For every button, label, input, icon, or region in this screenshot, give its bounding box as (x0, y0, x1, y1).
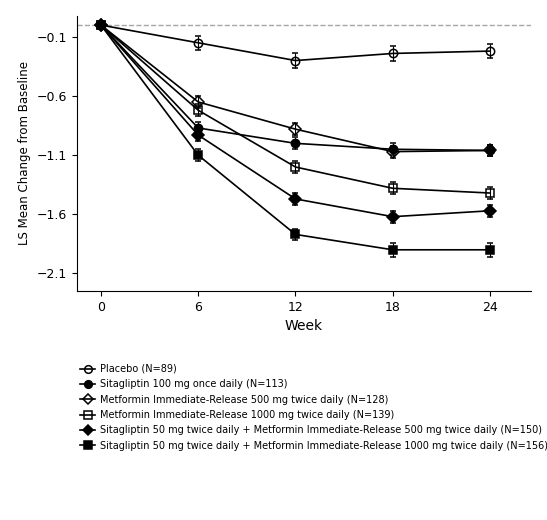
X-axis label: Week: Week (284, 319, 323, 333)
Legend: Placebo (N=89), Sitagliptin 100 mg once daily (N=113), Metformin Immediate-Relea: Placebo (N=89), Sitagliptin 100 mg once … (77, 360, 547, 454)
Y-axis label: LS Mean Change from Baseline: LS Mean Change from Baseline (18, 61, 31, 245)
